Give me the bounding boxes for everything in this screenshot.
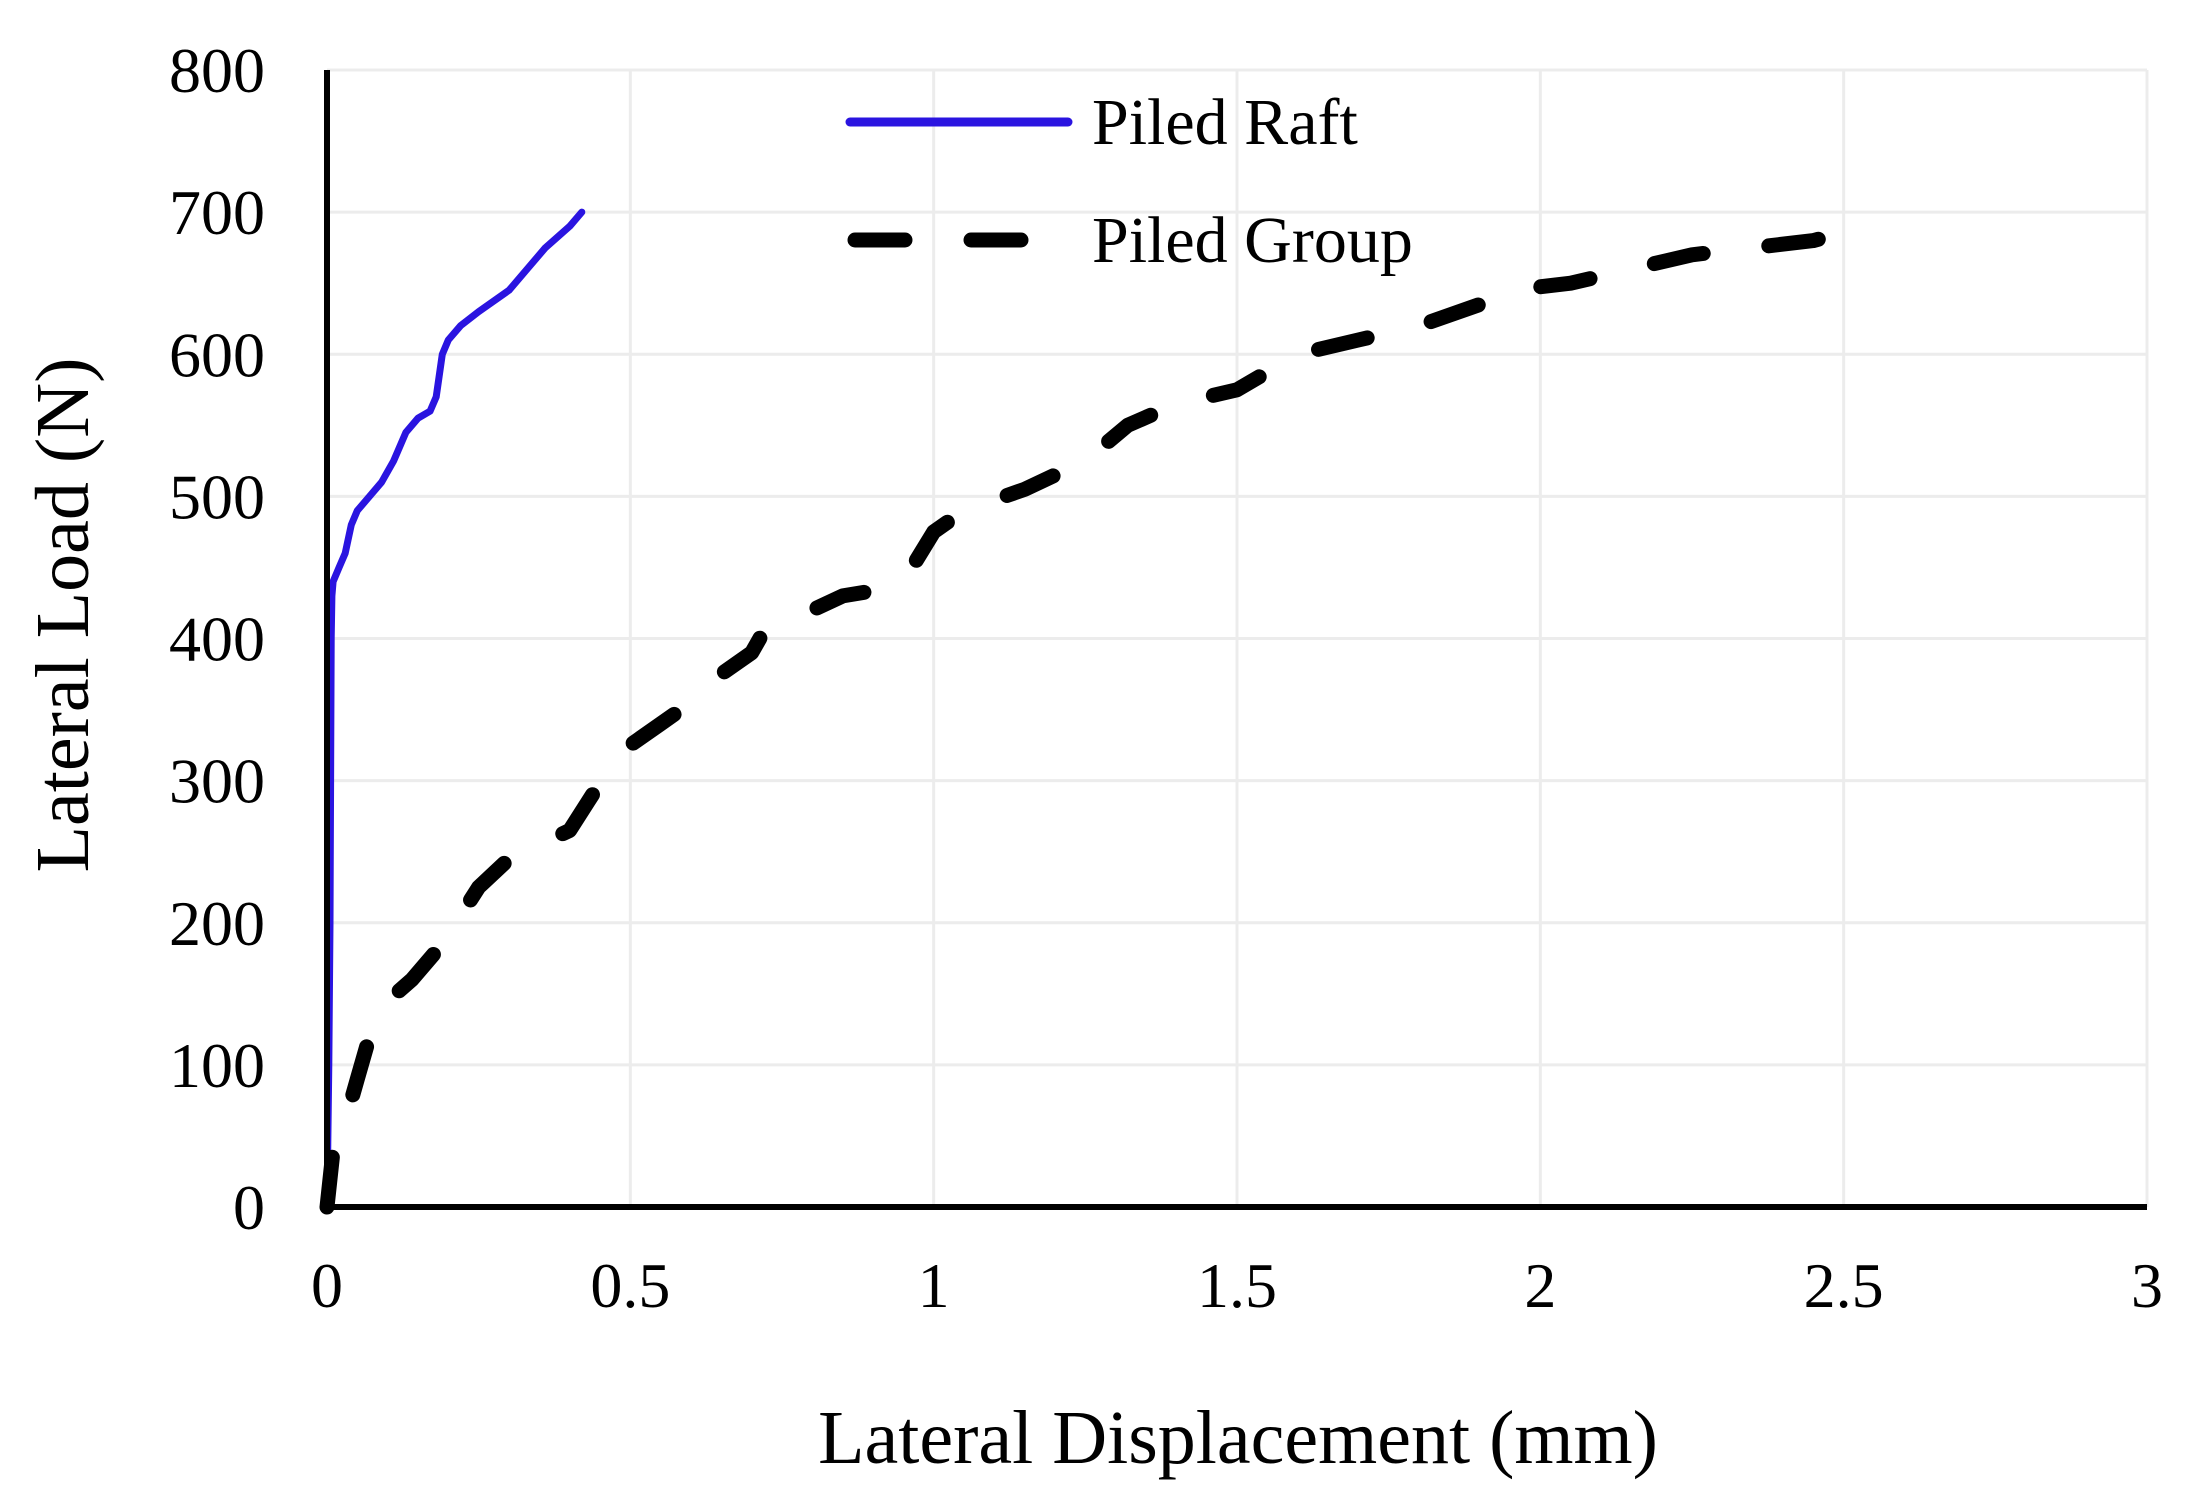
x-tick-label: 2.5: [1804, 1250, 1884, 1321]
y-tick-label: 500: [169, 461, 265, 532]
y-tick-label: 200: [169, 888, 265, 959]
series-line-piled-group: [319, 221, 1864, 1215]
x-tick-labels: 0 0.5 1 1.5 2 2.5 3: [311, 1250, 2163, 1321]
grid-lines: [327, 68, 2149, 1207]
x-tick-label: 0: [311, 1250, 343, 1321]
legend: Piled Raft Piled Group: [845, 86, 1413, 277]
y-tick-label: 300: [169, 746, 265, 817]
legend-label-piled-group: Piled Group: [1092, 204, 1413, 277]
series-lines: [319, 208, 1864, 1215]
x-tick-label: 1.5: [1197, 1250, 1277, 1321]
y-tick-label: 700: [169, 177, 265, 248]
x-tick-label: 1: [918, 1250, 950, 1321]
y-tick-labels: 0 100 200 300 400 500 600 700 800: [169, 35, 265, 1243]
x-axis-title: Lateral Displacement (mm): [818, 1396, 1658, 1480]
y-axis-title: Lateral Load (N): [21, 358, 105, 873]
x-tick-label: 3: [2131, 1250, 2163, 1321]
y-tick-label: 0: [233, 1172, 265, 1243]
x-tick-label: 2: [1524, 1250, 1556, 1321]
series-line-piled-raft: [323, 208, 586, 1211]
legend-label-piled-raft: Piled Raft: [1092, 86, 1358, 159]
x-tick-label: 0.5: [590, 1250, 670, 1321]
y-tick-label: 100: [169, 1030, 265, 1101]
axes: [324, 70, 2147, 1210]
y-tick-label: 400: [169, 604, 265, 675]
y-tick-label: 800: [169, 35, 265, 106]
y-tick-label: 600: [169, 319, 265, 390]
